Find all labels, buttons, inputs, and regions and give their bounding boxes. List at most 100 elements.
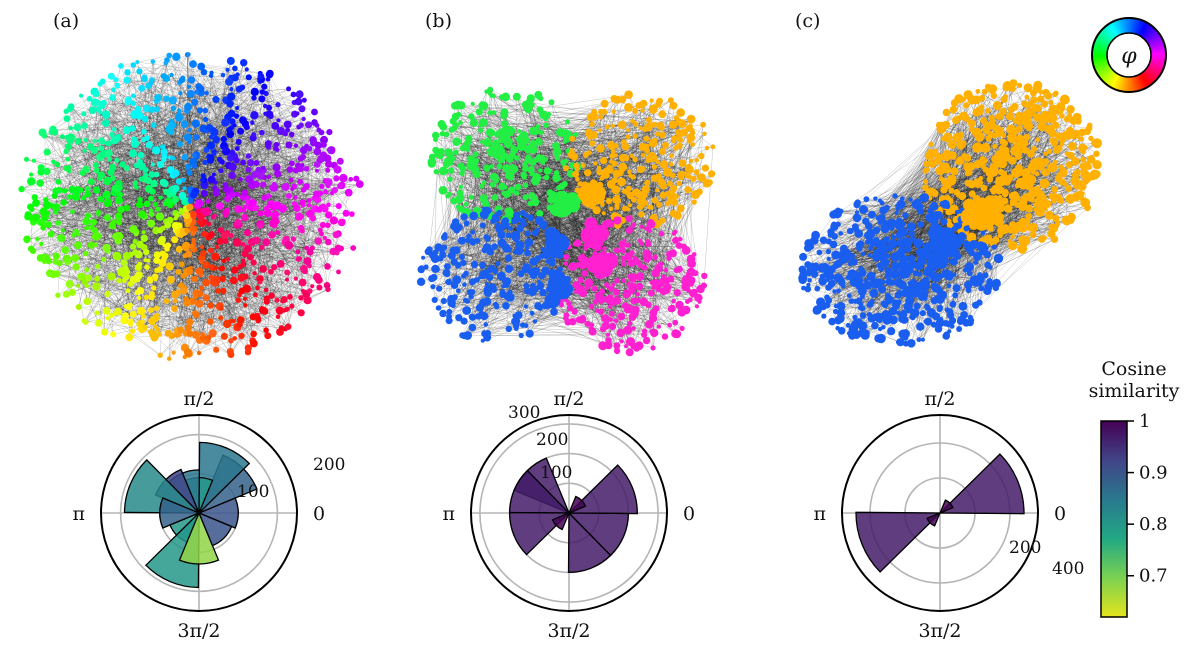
network-node [1018, 235, 1028, 245]
network-node [66, 135, 75, 144]
network-node [200, 69, 208, 76]
network-node [691, 199, 697, 205]
network-node [76, 283, 81, 288]
network-node [659, 182, 668, 190]
network-node [626, 128, 631, 133]
network-node [975, 88, 981, 94]
network-node [252, 180, 260, 188]
network-node [94, 275, 101, 282]
network-node [642, 200, 649, 206]
network-node [673, 115, 680, 121]
network-node [282, 131, 288, 137]
network-node [151, 285, 157, 291]
network-node [987, 264, 993, 270]
polar-bar [567, 495, 587, 515]
network-node [530, 139, 536, 144]
network-node [524, 287, 532, 295]
network-node [102, 110, 111, 119]
network-node [866, 302, 872, 308]
network-node [877, 219, 883, 226]
polar-radial-label: 100 [540, 463, 572, 483]
network-node [447, 191, 452, 196]
network-node [637, 262, 643, 269]
network-node [300, 288, 306, 294]
network-node [667, 97, 674, 104]
network-node [835, 325, 840, 331]
network-node [894, 210, 899, 216]
network-node [142, 167, 149, 173]
network-node [473, 158, 480, 164]
network-node [101, 329, 107, 335]
network-node [271, 122, 280, 130]
network-node [702, 131, 707, 136]
network-node [850, 253, 855, 258]
network-node [1043, 151, 1048, 157]
network-node [1041, 168, 1050, 177]
network-node [184, 324, 192, 332]
network-node [206, 221, 212, 227]
network-node [611, 109, 616, 114]
network-node [144, 184, 153, 193]
network-node [825, 277, 830, 282]
network-node [689, 158, 694, 163]
network-node [192, 152, 198, 158]
network-node [1037, 95, 1045, 103]
network-node [256, 275, 264, 283]
network-node [99, 78, 106, 85]
network-node [459, 170, 465, 177]
network-node [175, 269, 182, 275]
network-node [232, 65, 238, 72]
network-node [91, 232, 101, 241]
network-node [577, 181, 583, 187]
network-node [486, 128, 495, 137]
network-node [686, 114, 696, 124]
network-node [220, 231, 229, 240]
network-node [512, 92, 521, 101]
network-node [1001, 170, 1008, 177]
network-node [896, 199, 906, 209]
polar-radial-label: 100 [237, 482, 269, 502]
network-node [942, 108, 951, 117]
network-node [639, 224, 644, 229]
network-node [178, 77, 185, 84]
network-node [643, 135, 650, 142]
network-node [272, 163, 281, 172]
network-node [127, 318, 134, 326]
network-node [953, 222, 960, 229]
network-node [436, 152, 444, 160]
network-node [83, 137, 89, 143]
network-node [505, 292, 515, 302]
network-node [926, 213, 936, 223]
network-node [690, 142, 696, 148]
network-node [993, 124, 1001, 133]
network-node [678, 159, 687, 168]
network-node [491, 110, 497, 115]
network-node [491, 243, 498, 250]
network-node [486, 266, 494, 273]
polar-angle-label: π [814, 503, 827, 525]
network-node [876, 333, 886, 344]
network-node [673, 267, 680, 274]
network-node [269, 219, 278, 228]
network-node [319, 232, 324, 237]
network-node [1043, 200, 1052, 208]
network-node [697, 299, 702, 304]
network-node [470, 229, 476, 235]
network-node [546, 189, 554, 197]
network-node [166, 52, 172, 59]
network-node [900, 329, 911, 339]
network-node [143, 258, 148, 263]
network-node [197, 62, 206, 71]
network-node [1012, 147, 1022, 157]
network-node [602, 246, 607, 251]
network-node [577, 254, 586, 263]
network-node [535, 154, 543, 161]
network-node [469, 314, 477, 321]
network-node [160, 225, 166, 231]
network-node [600, 157, 608, 165]
network-node [184, 102, 193, 111]
network-node [265, 70, 274, 79]
network-node [621, 302, 629, 310]
network-node [253, 160, 260, 166]
network-node [104, 290, 111, 298]
